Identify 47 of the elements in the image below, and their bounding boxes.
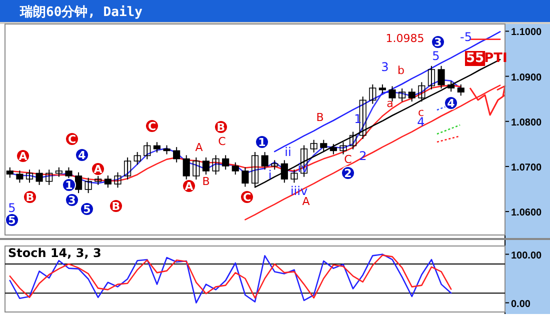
annotation: C [242, 191, 252, 204]
y-tick-label: 1.0600 [511, 208, 542, 219]
annotation: A [18, 150, 28, 163]
annotation: B [316, 111, 324, 124]
annotation: a [386, 97, 394, 110]
annotation: A [184, 180, 194, 193]
y-tick-label: 100.00 [511, 250, 542, 262]
title-bar: 瑞朗60分钟, Daily [0, 0, 550, 24]
annotation: A [302, 195, 310, 208]
annotation: 1 [65, 179, 73, 192]
y-tick-label: 0.00 [511, 298, 531, 310]
annotation: C [68, 133, 76, 146]
annotation: 5 [432, 49, 440, 63]
y-tick-label: 1.0800 [511, 117, 542, 128]
annotation: 1 [258, 136, 266, 149]
annotation: 4 [447, 97, 456, 110]
chart-title: 瑞朗60分钟, Daily [19, 4, 143, 20]
annotation: B [26, 191, 34, 204]
annotation: 3 [68, 194, 76, 207]
annotation: 1.0985 [386, 32, 424, 45]
annotation: -5 [460, 30, 472, 44]
annotation: C [218, 135, 226, 148]
annotation: B [216, 121, 226, 134]
annotation: B [112, 200, 120, 213]
chart-title: Stoch 14, 3, 3 [8, 246, 102, 260]
line-series [244, 84, 501, 220]
annotation: iv [298, 161, 308, 175]
annotation: 2 [344, 167, 352, 180]
annotation: 4 [78, 149, 86, 162]
annotation: B [202, 175, 210, 188]
annotation: 3 [434, 36, 442, 49]
annotation: ii [284, 145, 292, 159]
annotation: 5 [83, 203, 91, 216]
annotation: 5 [8, 214, 16, 227]
annotation: i [268, 168, 272, 182]
annotation: C [344, 153, 352, 166]
annotation: b [398, 64, 405, 77]
y-tick-label: 1.0700 [511, 162, 542, 174]
annotation: A [94, 163, 103, 176]
annotation: C [148, 120, 156, 133]
annotation: 4 [417, 115, 425, 129]
y-tick-label: 1.0900 [511, 72, 542, 84]
y-tick-label: 1.1000 [511, 27, 542, 38]
annotation: 55PTI [466, 51, 508, 66]
annotation: 3 [381, 60, 389, 74]
annotation: 5 [8, 201, 16, 215]
annotation: A [195, 141, 204, 154]
